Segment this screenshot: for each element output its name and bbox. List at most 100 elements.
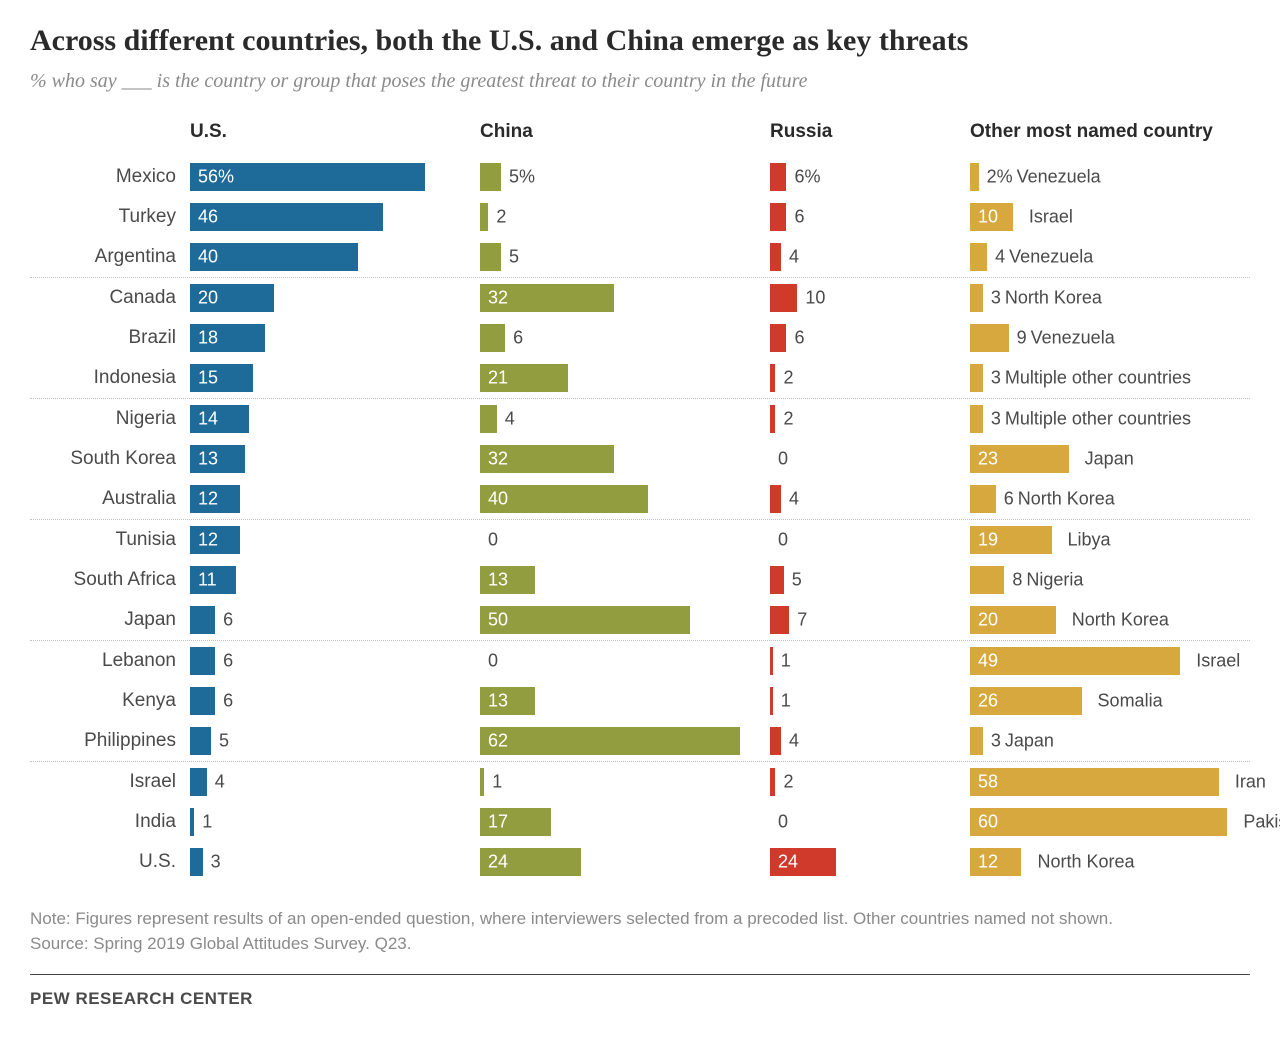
us-value: 20: [198, 288, 218, 309]
other-country-name: Nigeria: [1026, 570, 1083, 591]
china-cell: 4: [480, 399, 770, 439]
china-cell: 13: [480, 560, 770, 600]
russia-cell: 6: [770, 318, 970, 358]
china-value: 50: [488, 610, 508, 631]
row-label: Lebanon: [30, 641, 190, 681]
russia-value: 4: [789, 489, 799, 510]
brand-name: PEW RESEARCH CENTER: [30, 989, 1250, 1009]
us-cell: 20: [190, 278, 480, 318]
other-country-name: Multiple other countries: [1005, 368, 1191, 389]
china-value: 24: [488, 852, 508, 873]
us-bar: 46: [190, 203, 383, 231]
us-cell: 11: [190, 560, 480, 600]
chart-grid: U.S. China Russia Other most named count…: [30, 121, 1250, 882]
us-value: 15: [198, 368, 218, 389]
row-label: South Korea: [30, 439, 190, 479]
other-country-name: North Korea: [1072, 610, 1169, 631]
russia-value: 2: [783, 409, 793, 430]
other-bar: [970, 364, 983, 392]
row-label: Tunisia: [30, 520, 190, 560]
russia-cell: 2: [770, 399, 970, 439]
china-bar: [480, 324, 505, 352]
us-cell: 6: [190, 641, 480, 681]
china-cell: 5: [480, 237, 770, 277]
russia-cell: 2: [770, 358, 970, 398]
china-cell: 6: [480, 318, 770, 358]
other-country-name: Somalia: [1098, 691, 1163, 712]
us-value: 4: [215, 772, 225, 793]
china-value: 32: [488, 288, 508, 309]
russia-cell: 6: [770, 197, 970, 237]
other-cell: 3Multiple other countries: [970, 358, 1250, 398]
russia-value: 6: [794, 207, 804, 228]
other-value: 2%: [987, 167, 1013, 188]
us-bar: [190, 727, 211, 755]
us-bar: 11: [190, 566, 236, 594]
other-cell: 60Pakistan: [970, 802, 1250, 842]
other-country-name: Iran: [1235, 772, 1266, 793]
china-value: 0: [488, 651, 498, 672]
china-bar: 32: [480, 284, 614, 312]
russia-bar: [770, 768, 775, 796]
china-bar: 62: [480, 727, 740, 755]
russia-bar: [770, 405, 775, 433]
row-label: Australia: [30, 479, 190, 519]
us-bar: 13: [190, 445, 245, 473]
other-cell: 6North Korea: [970, 479, 1250, 519]
us-value: 14: [198, 409, 218, 430]
us-cell: 12: [190, 520, 480, 560]
china-bar: [480, 243, 501, 271]
other-cell: 49Israel: [970, 641, 1250, 681]
other-cell: 10Israel: [970, 197, 1250, 237]
us-bar: [190, 647, 215, 675]
other-value: 3: [991, 288, 1001, 309]
other-value: 26: [978, 691, 998, 712]
china-cell: 32: [480, 278, 770, 318]
us-value: 3: [211, 852, 221, 873]
other-bar: [970, 243, 987, 271]
us-value: 6: [223, 610, 233, 631]
us-cell: 3: [190, 842, 480, 882]
russia-value: 4: [789, 247, 799, 268]
other-country-name: North Korea: [1037, 852, 1134, 873]
us-cell: 13: [190, 439, 480, 479]
row-label: Kenya: [30, 681, 190, 721]
russia-bar: [770, 606, 789, 634]
row-label: Brazil: [30, 318, 190, 358]
other-value: 58: [978, 772, 998, 793]
us-bar: [190, 808, 194, 836]
china-value: 17: [488, 812, 508, 833]
china-value: 0: [488, 530, 498, 551]
china-value: 32: [488, 449, 508, 470]
china-cell: 5%: [480, 157, 770, 197]
row-label: Israel: [30, 762, 190, 802]
other-cell: 4Venezuela: [970, 237, 1250, 277]
us-cell: 46: [190, 197, 480, 237]
china-value: 40: [488, 489, 508, 510]
russia-value: 0: [778, 530, 788, 551]
china-value: 13: [488, 691, 508, 712]
russia-value: 1: [781, 651, 791, 672]
footnote: Note: Figures represent results of an op…: [30, 906, 1250, 932]
us-value: 40: [198, 247, 218, 268]
row-label: Turkey: [30, 197, 190, 237]
china-bar: 21: [480, 364, 568, 392]
other-value: 8: [1012, 570, 1022, 591]
china-bar: 32: [480, 445, 614, 473]
china-value: 2: [496, 207, 506, 228]
china-cell: 21: [480, 358, 770, 398]
other-cell: 58Iran: [970, 762, 1250, 802]
china-value: 5%: [509, 167, 535, 188]
row-label: Nigeria: [30, 399, 190, 439]
other-value: 10: [978, 207, 998, 228]
russia-cell: 0: [770, 802, 970, 842]
col-header-china: China: [480, 121, 770, 157]
us-value: 6: [223, 651, 233, 672]
other-value: 60: [978, 812, 998, 833]
russia-value: 4: [789, 731, 799, 752]
russia-bar: [770, 647, 773, 675]
us-bar: 14: [190, 405, 249, 433]
chart-title: Across different countries, both the U.S…: [30, 24, 1250, 58]
other-value: 3: [991, 368, 1001, 389]
us-value: 12: [198, 530, 218, 551]
